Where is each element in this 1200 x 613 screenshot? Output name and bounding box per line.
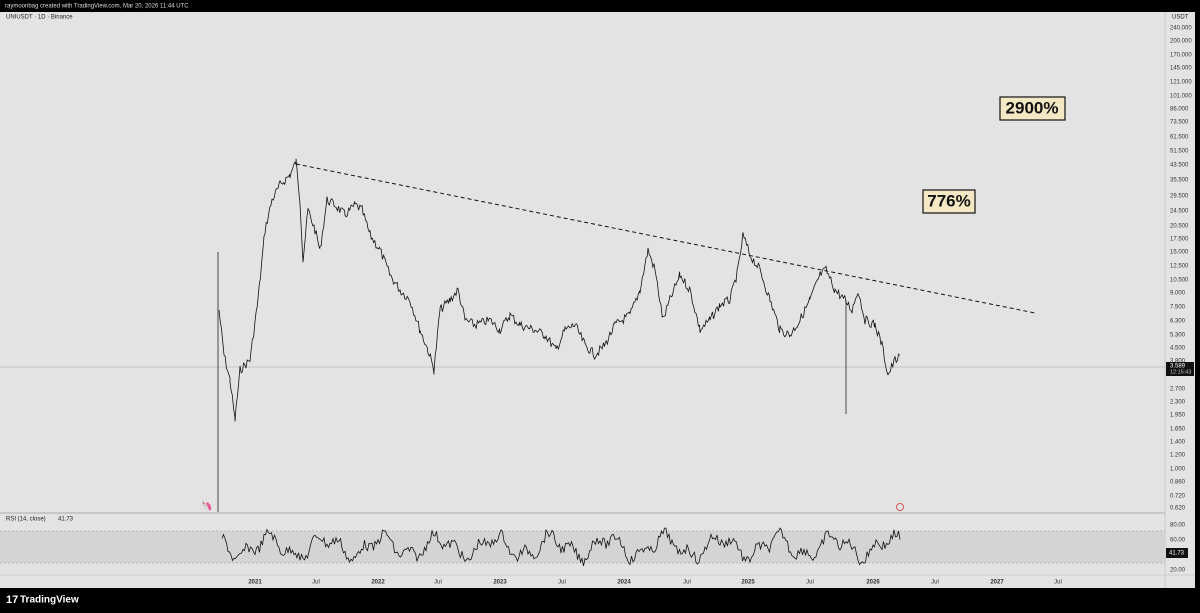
price-axis-label: 73.500 — [1170, 120, 1189, 126]
price-axis-label: 2.300 — [1170, 400, 1186, 406]
time-axis-label: 2021 — [248, 580, 262, 586]
price-axis-label: 1.400 — [1170, 440, 1186, 446]
price-axis-label: 145.000 — [1170, 66, 1192, 72]
price-axis-label: 35.500 — [1170, 178, 1189, 184]
price-axis-label: 15.000 — [1170, 250, 1189, 256]
time-axis-label: 2026 — [866, 580, 880, 586]
price-axis-label: 29.500 — [1170, 194, 1189, 200]
annotation-text: 776% — [927, 191, 970, 210]
unicorn-icon: 🦄 — [200, 500, 212, 513]
rsi-line — [221, 527, 901, 567]
price-axis-label: 9.000 — [1170, 291, 1186, 297]
rsi-tag — [1166, 548, 1188, 558]
annotation-text: 2900% — [1006, 98, 1059, 117]
time-axis-label: Jul — [434, 580, 442, 586]
time-axis-label: Jul — [683, 580, 691, 586]
rsi-axis-label: 80.00 — [1170, 523, 1186, 529]
footer-logo: 17 — [6, 594, 18, 606]
price-axis-label: 1.950 — [1170, 413, 1186, 419]
price-axis-label: 101.000 — [1170, 94, 1192, 100]
price-axis-label: 1.650 — [1170, 427, 1186, 433]
chart-panel — [0, 12, 1195, 588]
time-axis-label: Jul — [312, 580, 320, 586]
time-axis-label: Jul — [806, 580, 814, 586]
annotation-box[interactable] — [922, 189, 976, 214]
time-axis-label: 2023 — [493, 580, 507, 586]
price-axis-label: 121.000 — [1170, 80, 1192, 86]
rsi-tag-value: 41.73 — [1169, 551, 1185, 557]
price-axis-label: 43.500 — [1170, 163, 1189, 169]
footer-bar — [0, 588, 1195, 613]
price-axis-label: 0.620 — [1170, 506, 1186, 512]
currency-label: USDT — [1172, 15, 1189, 21]
price-tag-countdown: 12:15:43 — [1170, 369, 1191, 375]
time-axis-label: 2025 — [741, 580, 755, 586]
price-axis-label: 0.860 — [1170, 480, 1186, 486]
rsi-axis-label: 60.00 — [1170, 538, 1186, 544]
price-axis-label: 10.500 — [1170, 278, 1189, 284]
price-axis-label: 51.500 — [1170, 149, 1189, 155]
price-axis-label: 5.300 — [1170, 333, 1186, 339]
annotation-box[interactable] — [999, 96, 1066, 121]
symbol-label: UNIUSDT · 1D · Binance — [6, 15, 73, 21]
price-tag-value: 3.589 — [1170, 364, 1186, 370]
price-tag — [1166, 362, 1194, 376]
price-axis-label: 20.500 — [1170, 224, 1189, 230]
price-axis-label: 86.000 — [1170, 107, 1189, 113]
price-axis-label: 200.000 — [1170, 39, 1192, 45]
footer-brand: TradingView — [20, 595, 79, 606]
price-axis-label: 7.500 — [1170, 305, 1186, 311]
rsi-label: RSI (14, close) — [6, 517, 46, 523]
generated: 240.000 200.000 170.000 145.000 121.000 101.0… — [218, 26, 1192, 586]
price-axis-label: 61.500 — [1170, 135, 1189, 141]
price-axis-label: 12.500 — [1170, 264, 1189, 270]
header-credit: raymoonbag created with TradingView.com,… — [5, 4, 189, 10]
price-axis-label: 240.000 — [1170, 26, 1192, 32]
time-axis-label: Jul — [558, 580, 566, 586]
price-axis-label: 1.000 — [1170, 467, 1186, 473]
price-axis-label: 3.800 — [1170, 359, 1186, 365]
price-line — [218, 158, 901, 422]
time-axis-label: 2027 — [990, 580, 1004, 586]
price-axis-label: 1.200 — [1170, 453, 1186, 459]
price-axis-label: 6.300 — [1170, 319, 1186, 325]
time-axis-label: Jul — [1054, 580, 1062, 586]
time-axis-label: Jul — [931, 580, 939, 586]
price-axis-label: 4.500 — [1170, 346, 1186, 352]
time-axis-label: 2024 — [617, 580, 631, 586]
price-axis-label: 0.720 — [1170, 494, 1186, 500]
rsi-axis-label: 20.00 — [1170, 568, 1186, 574]
price-axis-label: 170.000 — [1170, 53, 1192, 59]
price-axis-label: 2.700 — [1170, 387, 1186, 393]
price-axis-label: 17.500 — [1170, 237, 1189, 243]
event-icon[interactable] — [896, 503, 904, 511]
price-axis-label: 24.500 — [1170, 209, 1189, 215]
rsi-band — [0, 531, 1165, 563]
rsi-value: 41.73 — [58, 517, 74, 523]
time-axis-label: 2022 — [371, 580, 385, 586]
